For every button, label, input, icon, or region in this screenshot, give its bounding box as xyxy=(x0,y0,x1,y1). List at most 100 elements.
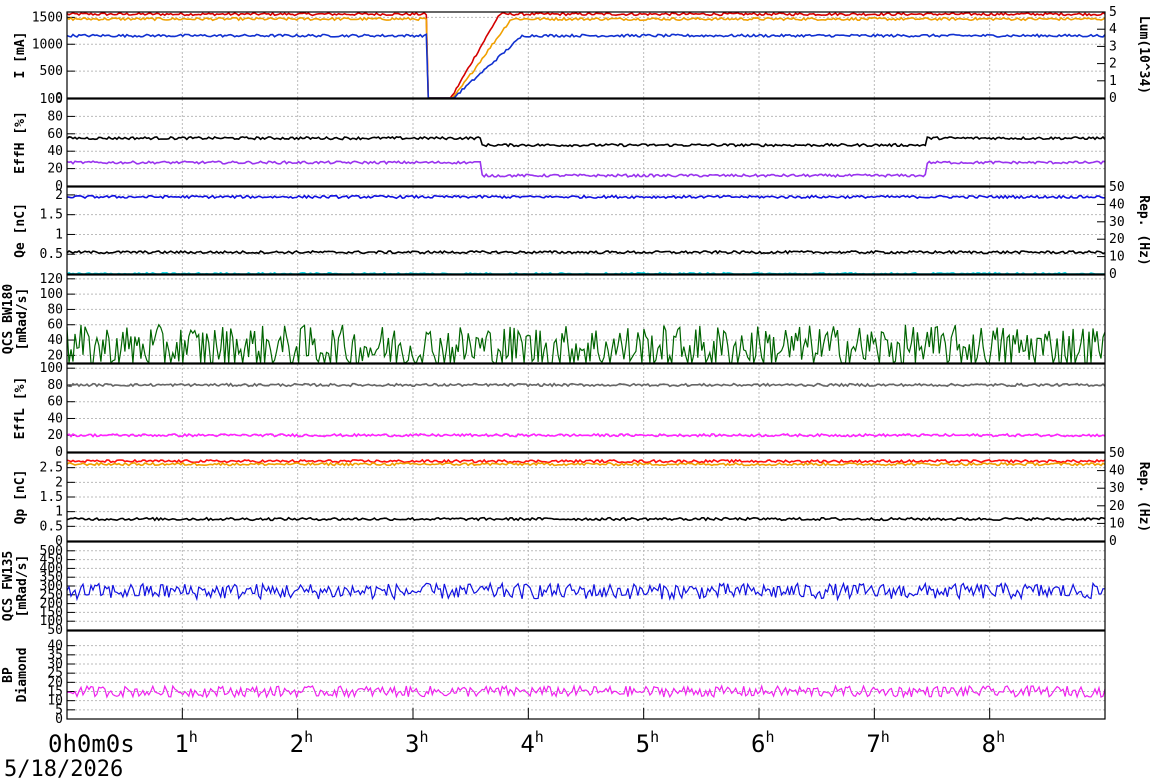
series-line xyxy=(66,432,1106,438)
y-tick-label: 200 xyxy=(40,597,63,612)
right-tick-label: 20 xyxy=(1109,232,1125,247)
y-tick-label: 1000 xyxy=(32,37,63,52)
y-tick-label: 0 xyxy=(55,179,63,194)
y-axis-label: BP xyxy=(1,667,16,683)
right-tick-label: 30 xyxy=(1109,481,1125,496)
y-tick-label: 30 xyxy=(47,657,63,672)
y-tick-label: 100 xyxy=(40,614,63,629)
right-axis-label: Rep. (Hz) xyxy=(1136,195,1151,265)
x-tick-unit: h xyxy=(650,728,659,746)
right-axis-label: Lum(10^34) xyxy=(1136,16,1151,94)
series-line xyxy=(66,458,1106,464)
y-tick-label: 0.5 xyxy=(40,519,63,534)
y-tick-label: 80 xyxy=(47,302,63,317)
right-tick-label: 20 xyxy=(1109,499,1125,514)
y-tick-label: 50 xyxy=(47,623,63,638)
y-tick-label: 500 xyxy=(40,64,63,79)
y-tick-label: 5 xyxy=(55,703,63,718)
series-line xyxy=(66,684,1106,699)
y-tick-label: 20 xyxy=(47,428,63,443)
right-tick-label: 50 xyxy=(1109,446,1125,461)
panel-frame xyxy=(66,98,1106,187)
y-tick-label: 2 xyxy=(55,475,63,490)
y-tick-label: 0 xyxy=(55,445,63,460)
series-line xyxy=(66,16,1106,99)
x-tick-label-origin: 0h0m0s xyxy=(48,730,135,758)
y-tick-label: 10 xyxy=(47,694,63,709)
y-tick-label: 40 xyxy=(47,639,63,654)
y-tick-label: 60 xyxy=(47,127,63,142)
series-line xyxy=(66,249,1106,255)
x-tick-unit: h xyxy=(996,728,1005,746)
y-tick-label: 0.5 xyxy=(40,247,63,262)
y-axis-label: Qp [nC] xyxy=(13,470,28,525)
right-tick-label: 0 xyxy=(1109,534,1117,549)
y-axis-label: EffH [%] xyxy=(13,111,28,174)
x-tick-label: 2h xyxy=(290,728,313,758)
y-tick-label: 1 xyxy=(55,505,63,520)
panel-frame xyxy=(66,274,1106,364)
right-tick-label: 3 xyxy=(1109,39,1117,54)
y-tick-label: 1 xyxy=(55,227,63,242)
y-tick-label: 500 xyxy=(40,544,63,559)
series-line xyxy=(66,382,1106,388)
x-tick-label: 1h xyxy=(174,728,197,758)
right-tick-label: 2 xyxy=(1109,57,1117,72)
y-tick-label: 300 xyxy=(40,579,63,594)
panel-frame xyxy=(66,363,1106,453)
y-tick-label: 0 xyxy=(55,712,63,727)
y-tick-label: 20 xyxy=(47,675,63,690)
panel-frame xyxy=(66,452,1106,542)
panel-frame xyxy=(66,541,1106,631)
y-tick-label: 1500 xyxy=(32,10,63,25)
series-line xyxy=(66,160,1106,179)
right-tick-label: 10 xyxy=(1109,516,1125,531)
right-tick-label: 10 xyxy=(1109,250,1125,265)
right-tick-label: 50 xyxy=(1109,180,1125,195)
right-tick-label: 40 xyxy=(1109,464,1125,479)
x-tick-label: 5h xyxy=(636,728,659,758)
right-tick-label: 5 xyxy=(1109,5,1117,20)
panel-frame xyxy=(66,630,1106,720)
right-tick-label: 1 xyxy=(1109,74,1117,89)
y-axis-label: I [mA] xyxy=(13,32,28,79)
y-tick-label: 0 xyxy=(55,91,63,106)
series-line xyxy=(66,11,1106,99)
y-tick-label: 1.5 xyxy=(40,490,63,505)
panel-frame xyxy=(66,11,1106,99)
right-tick-label: 0 xyxy=(1109,267,1117,282)
series-line xyxy=(66,516,1106,522)
y-tick-label: 40 xyxy=(47,411,63,426)
series-line xyxy=(66,135,1106,148)
y-axis-label: QCS FW135 xyxy=(1,551,16,621)
y-tick-label: 35 xyxy=(47,648,63,663)
y-tick-label: 100 xyxy=(40,287,63,302)
x-tick-unit: h xyxy=(419,728,428,746)
series-line xyxy=(66,194,1105,200)
x-tick-label: 4h xyxy=(520,728,543,758)
y-axis-label-secondary: [mRad/s] xyxy=(15,288,30,351)
right-tick-label: 0 xyxy=(1109,91,1117,106)
y-tick-label: 100 xyxy=(40,92,63,107)
y-tick-label: 80 xyxy=(47,109,63,124)
panel-effh: 0 20 40 60 80 100 EffH [%] xyxy=(13,92,1106,194)
panel-frame xyxy=(66,186,1106,275)
y-tick-label: 80 xyxy=(47,378,63,393)
y-tick-label: 100 xyxy=(40,361,63,376)
y-tick-label: 20 xyxy=(47,162,63,177)
start-date-label: 5/18/2026 xyxy=(4,757,123,782)
series-line xyxy=(66,323,1106,365)
x-tick-unit: h xyxy=(189,728,198,746)
y-tick-label: 2.5 xyxy=(40,461,63,476)
y-tick-label: 15 xyxy=(47,685,63,700)
y-tick-label: 60 xyxy=(47,318,63,333)
y-tick-label: 0 xyxy=(55,534,63,549)
y-tick-label: 350 xyxy=(40,570,63,585)
